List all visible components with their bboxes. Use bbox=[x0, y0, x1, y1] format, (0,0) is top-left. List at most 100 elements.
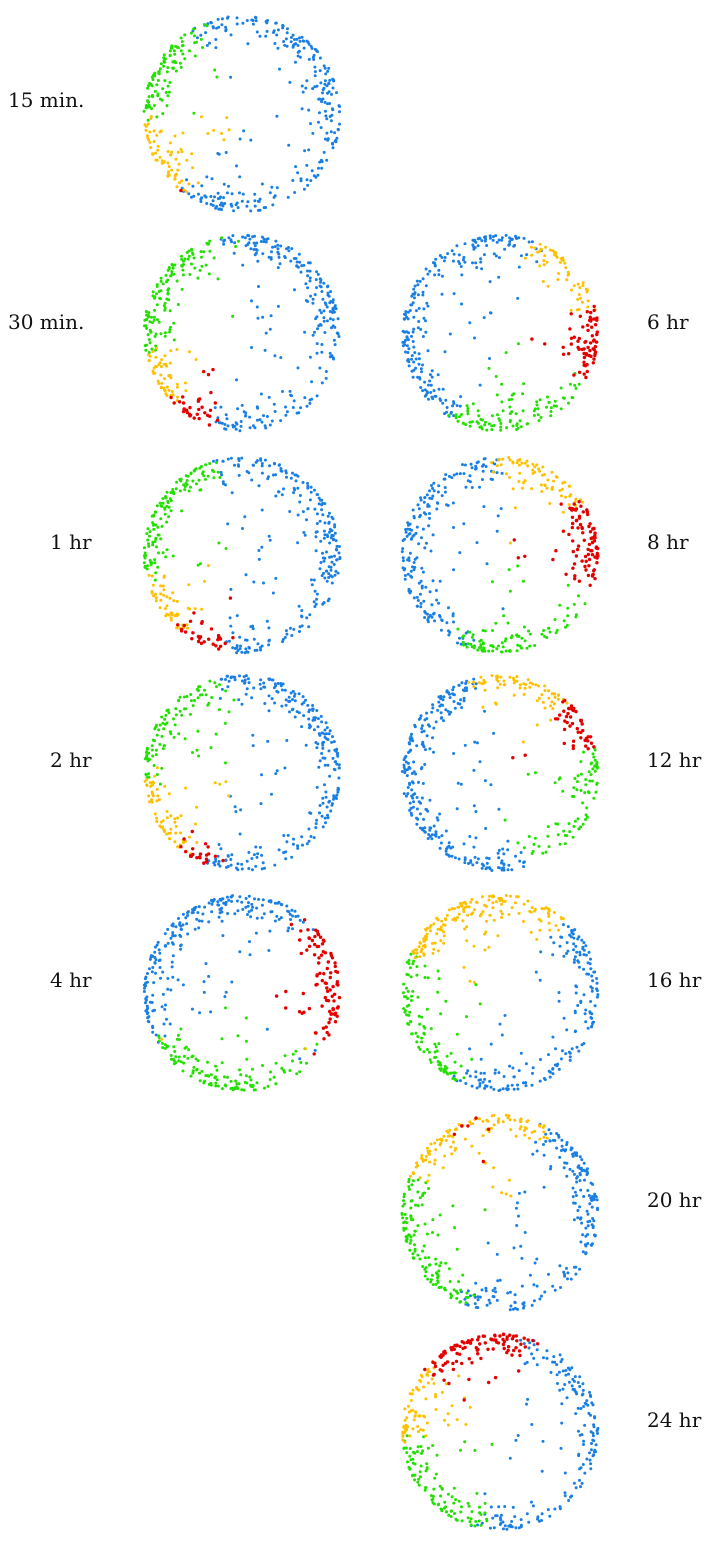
data-point-red bbox=[316, 944, 321, 949]
data-point-green bbox=[423, 964, 427, 968]
data-point-green bbox=[401, 1204, 405, 1208]
data-point-blue bbox=[562, 1016, 566, 1020]
data-point-blue bbox=[294, 257, 298, 260]
data-point-blue bbox=[589, 1462, 593, 1466]
data-point-blue bbox=[590, 1012, 594, 1016]
data-point-blue bbox=[251, 905, 254, 909]
data-point-yellow bbox=[418, 1176, 422, 1180]
data-point-green bbox=[525, 646, 529, 650]
data-point-blue bbox=[549, 1132, 553, 1135]
data-point-yellow bbox=[150, 591, 154, 595]
data-point-yellow bbox=[574, 497, 578, 501]
data-point-green bbox=[491, 649, 495, 653]
data-point-yellow bbox=[462, 965, 466, 969]
data-point-blue bbox=[574, 1412, 578, 1416]
data-point-green bbox=[161, 721, 165, 725]
data-point-blue bbox=[209, 20, 213, 24]
data-point-blue bbox=[334, 539, 338, 543]
data-point-green bbox=[448, 1280, 452, 1283]
data-point-blue bbox=[331, 141, 334, 145]
data-point-green bbox=[429, 1278, 433, 1282]
data-point-blue bbox=[474, 1281, 478, 1285]
data-point-green bbox=[508, 405, 512, 409]
data-point-green bbox=[544, 850, 548, 854]
data-point-blue bbox=[220, 17, 224, 21]
data-point-green bbox=[182, 259, 185, 263]
data-point-blue bbox=[551, 1138, 555, 1142]
data-point-blue bbox=[512, 1246, 516, 1250]
data-point-blue bbox=[274, 21, 278, 25]
data-point-green bbox=[166, 84, 170, 88]
data-point-blue bbox=[292, 491, 295, 495]
data-point-blue bbox=[577, 960, 581, 964]
data-point-blue bbox=[585, 1172, 589, 1176]
data-point-blue bbox=[516, 1083, 519, 1087]
data-point-green bbox=[547, 400, 551, 404]
data-point-blue bbox=[336, 331, 340, 335]
data-point-green bbox=[171, 60, 175, 64]
data-point-blue bbox=[551, 1067, 555, 1070]
data-point-blue bbox=[418, 279, 422, 283]
data-point-green bbox=[436, 1233, 440, 1237]
data-point-green bbox=[553, 781, 557, 785]
data-point-blue bbox=[327, 597, 331, 601]
data-point-green bbox=[504, 637, 508, 641]
data-point-blue bbox=[327, 66, 331, 70]
data-point-blue bbox=[466, 1069, 470, 1073]
data-point-blue bbox=[422, 307, 426, 311]
data-point-green bbox=[487, 422, 491, 426]
data-point-yellow bbox=[439, 925, 443, 929]
data-point-blue bbox=[315, 351, 319, 355]
data-point-blue bbox=[412, 760, 416, 764]
data-point-blue bbox=[419, 605, 423, 609]
data-point-green bbox=[410, 994, 414, 998]
data-point-blue bbox=[244, 573, 248, 577]
data-point-blue bbox=[274, 473, 278, 477]
data-point-red bbox=[331, 1007, 335, 1011]
data-point-red bbox=[187, 412, 192, 416]
data-point-red bbox=[208, 408, 213, 412]
data-point-blue bbox=[522, 1342, 526, 1346]
data-point-green bbox=[144, 104, 148, 107]
data-point-yellow bbox=[455, 1418, 459, 1422]
data-point-red bbox=[571, 566, 575, 570]
data-point-blue bbox=[222, 901, 226, 905]
data-point-yellow bbox=[578, 286, 582, 290]
data-point-yellow bbox=[442, 1134, 446, 1138]
data-point-yellow bbox=[538, 928, 542, 932]
data-point-blue bbox=[170, 923, 174, 927]
data-point-yellow bbox=[442, 930, 446, 934]
data-point-blue bbox=[269, 910, 273, 914]
data-point-blue bbox=[313, 330, 316, 334]
data-point-blue bbox=[423, 380, 427, 384]
data-point-yellow bbox=[432, 947, 436, 951]
data-point-green bbox=[427, 1187, 431, 1190]
data-point-blue bbox=[179, 935, 183, 938]
data-point-yellow bbox=[153, 812, 157, 816]
data-point-blue bbox=[323, 502, 327, 506]
data-point-yellow bbox=[424, 1154, 428, 1158]
data-point-blue bbox=[541, 1439, 545, 1443]
data-point-green bbox=[146, 86, 150, 90]
data-point-blue bbox=[410, 788, 414, 792]
time-panel-plot bbox=[400, 674, 600, 872]
data-point-blue bbox=[275, 769, 279, 773]
data-point-blue bbox=[418, 812, 422, 816]
data-point-blue bbox=[250, 478, 254, 482]
data-point-yellow bbox=[552, 911, 556, 914]
data-point-red bbox=[582, 360, 586, 364]
data-point-red bbox=[588, 522, 592, 526]
data-point-blue bbox=[229, 456, 233, 460]
data-point-green bbox=[189, 712, 192, 716]
data-point-green bbox=[404, 1227, 408, 1230]
data-point-blue bbox=[506, 839, 510, 843]
data-point-green bbox=[184, 481, 188, 485]
data-point-blue bbox=[464, 686, 468, 690]
data-point-blue bbox=[255, 916, 259, 920]
data-point-red bbox=[310, 938, 315, 943]
data-point-yellow bbox=[162, 362, 166, 366]
data-point-green bbox=[153, 578, 157, 582]
data-point-blue bbox=[295, 260, 299, 264]
data-point-blue bbox=[273, 901, 277, 905]
data-point-blue bbox=[498, 1278, 502, 1282]
